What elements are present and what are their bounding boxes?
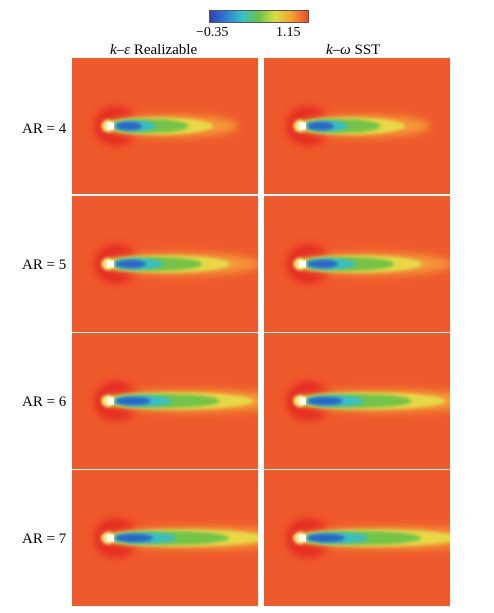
square-body: [107, 534, 114, 542]
contour-panel: [264, 58, 450, 194]
contour-plot: [72, 196, 258, 332]
colorbar-min-label: −0.35: [196, 25, 229, 40]
contour-plot: [72, 470, 258, 606]
wake-blue-core: [307, 397, 343, 405]
square-body: [299, 397, 306, 405]
column-title-k-omega: k–ω SST: [326, 42, 381, 58]
wake-blue-core: [115, 260, 146, 268]
wake-blue-core: [307, 260, 338, 268]
square-body: [107, 122, 114, 130]
square-body: [107, 260, 114, 268]
wake-blue-core: [115, 397, 151, 405]
wake-blue-core: [115, 534, 153, 542]
wake-blue-core: [115, 122, 143, 130]
contour-panel: [72, 196, 258, 332]
contour-panel: [72, 333, 258, 469]
contour-plot: [264, 333, 450, 469]
contour-panel: [72, 58, 258, 194]
row-label-ar-4: AR = 4: [22, 121, 67, 137]
row-label-ar-5: AR = 5: [22, 257, 67, 273]
colorbar: [209, 10, 309, 23]
contour-panel: [264, 196, 450, 332]
row-label-ar-6: AR = 6: [22, 394, 67, 410]
contour-plot: [264, 470, 450, 606]
contour-plot: [264, 196, 450, 332]
column-title-k-epsilon: k–ε Realizable: [110, 42, 198, 58]
square-body: [299, 122, 306, 130]
contour-panel: [264, 470, 450, 606]
contour-plot: [72, 58, 258, 194]
contour-plot: [72, 333, 258, 469]
square-body: [107, 397, 114, 405]
contour-panel: [264, 333, 450, 469]
wake-blue-core: [307, 122, 335, 130]
row-label-ar-7: AR = 7: [22, 531, 67, 547]
contour-panel: [72, 470, 258, 606]
wake-blue-core: [307, 534, 345, 542]
square-body: [299, 260, 306, 268]
colorbar-max-label: 1.15: [276, 25, 301, 40]
contour-plot: [264, 58, 450, 194]
square-body: [299, 534, 306, 542]
